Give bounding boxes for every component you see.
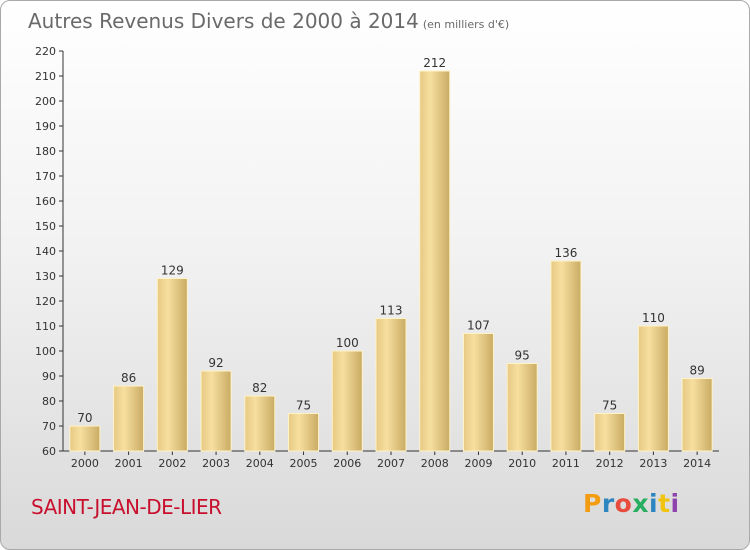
bar-2013 bbox=[637, 325, 669, 452]
y-tick-label: 90 bbox=[42, 370, 56, 383]
y-tick-label: 70 bbox=[42, 420, 56, 433]
x-tick-label: 2007 bbox=[377, 457, 405, 470]
chart-title-text: Autres Revenus Divers de 2000 à 2014 bbox=[28, 9, 419, 33]
bar-2000 bbox=[69, 425, 101, 452]
y-tick-label: 150 bbox=[35, 220, 56, 233]
value-label: 212 bbox=[423, 56, 446, 70]
y-tick-label: 60 bbox=[42, 445, 56, 458]
value-label: 75 bbox=[296, 399, 311, 413]
logo-letter: o bbox=[614, 489, 633, 518]
value-label: 113 bbox=[380, 304, 403, 318]
x-tick-label: 2001 bbox=[115, 457, 143, 470]
x-tick-label: 2002 bbox=[158, 457, 186, 470]
y-tick-label: 190 bbox=[35, 120, 56, 133]
axes: 60 70 80 90 100 110 120 130 140 150 160 170 180 190 20… bbox=[35, 45, 719, 470]
bar-2002 bbox=[156, 278, 188, 452]
bar-2003 bbox=[200, 370, 232, 452]
proxiti-logo[interactable]: Proxiti bbox=[583, 489, 680, 518]
x-tick-label: 2014 bbox=[683, 457, 711, 470]
bar-2008 bbox=[419, 70, 451, 452]
bar-2001 bbox=[113, 385, 145, 452]
value-label: 89 bbox=[689, 364, 704, 378]
chart-title: Autres Revenus Divers de 2000 à 2014 (en … bbox=[28, 9, 509, 33]
bar-2004 bbox=[244, 395, 276, 452]
x-tick-label: 2005 bbox=[290, 457, 318, 470]
x-tick-label: 2009 bbox=[464, 457, 492, 470]
x-tick-label: 2000 bbox=[71, 457, 99, 470]
bar-2014 bbox=[681, 378, 713, 452]
value-label: 107 bbox=[467, 319, 490, 333]
y-tick-label: 210 bbox=[35, 70, 56, 83]
value-label: 95 bbox=[515, 349, 530, 363]
y-tick-label: 180 bbox=[35, 145, 56, 158]
logo-letter: r bbox=[601, 489, 615, 518]
value-label: 100 bbox=[336, 336, 359, 350]
y-tick-label: 110 bbox=[35, 320, 56, 333]
value-label: 92 bbox=[208, 356, 223, 370]
y-tick-label: 140 bbox=[35, 245, 56, 258]
x-tick-label: 2004 bbox=[246, 457, 274, 470]
value-label: 75 bbox=[602, 399, 617, 413]
x-tick-label: 2008 bbox=[421, 457, 449, 470]
logo-letter: P bbox=[583, 489, 602, 518]
bar-2006 bbox=[331, 350, 363, 452]
value-label: 110 bbox=[642, 311, 665, 325]
value-label: 129 bbox=[161, 264, 184, 278]
chart-subtitle: (en milliers d'€) bbox=[422, 18, 510, 31]
x-tick-label: 2013 bbox=[639, 457, 667, 470]
value-label: 136 bbox=[554, 246, 577, 260]
value-label: 70 bbox=[77, 411, 92, 425]
y-tick-label: 170 bbox=[35, 170, 56, 183]
bar-2009 bbox=[462, 333, 494, 452]
bar-2011 bbox=[550, 260, 582, 452]
x-tick-label: 2003 bbox=[202, 457, 230, 470]
bars bbox=[69, 70, 713, 452]
logo-letter: t bbox=[658, 489, 671, 518]
value-label: 86 bbox=[121, 371, 136, 385]
bar-2012 bbox=[594, 413, 626, 452]
value-labels: 70 86 129 92 82 75 100 113 212 107 95 136 75 110 89 bbox=[77, 56, 705, 425]
y-tick-label: 160 bbox=[35, 195, 56, 208]
value-label: 82 bbox=[252, 381, 267, 395]
logo-letter: i bbox=[649, 489, 659, 518]
logo-letter: x bbox=[632, 489, 649, 518]
x-tick-label: 2006 bbox=[333, 457, 361, 470]
bar-2010 bbox=[506, 363, 538, 452]
y-tick-label: 220 bbox=[35, 45, 56, 58]
y-tick-label: 200 bbox=[35, 95, 56, 108]
logo-letter: i bbox=[670, 489, 680, 518]
y-tick-label: 130 bbox=[35, 270, 56, 283]
x-tick-label: 2010 bbox=[508, 457, 536, 470]
bar-2007 bbox=[375, 318, 407, 452]
commune-name: SAINT-JEAN-DE-LIER bbox=[31, 495, 222, 519]
x-tick-label: 2012 bbox=[596, 457, 624, 470]
bar-2005 bbox=[288, 413, 320, 452]
y-tick-label: 100 bbox=[35, 345, 56, 358]
x-tick-label: 2011 bbox=[552, 457, 580, 470]
y-tick-label: 80 bbox=[42, 395, 56, 408]
y-tick-label: 120 bbox=[35, 295, 56, 308]
